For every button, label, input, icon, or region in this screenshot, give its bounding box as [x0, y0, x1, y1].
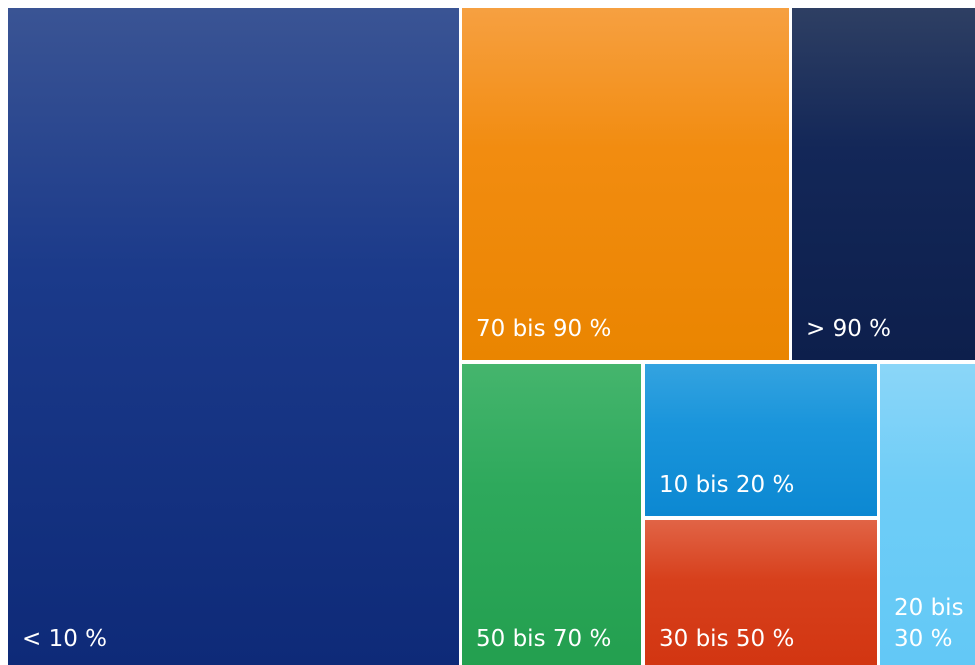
treemap-tile-5 — [645, 520, 877, 665]
treemap-tile-label: 10 bis 20 % — [659, 472, 794, 498]
treemap-labels: < 10 % 70 bis 90 % > 90 % 50 bis 70 % 10 bis… — [22, 316, 964, 652]
treemap-tile-label: < 10 % — [22, 626, 107, 652]
treemap-tile-label: > 90 % — [806, 316, 891, 342]
treemap-tile-label: 20 bis 30 % — [894, 595, 964, 652]
treemap-tile-0 — [8, 8, 459, 665]
treemap-tiles — [8, 8, 975, 665]
treemap-tile-2 — [792, 8, 975, 360]
treemap-tile-1 — [462, 8, 789, 360]
treemap-tile-6 — [880, 364, 975, 665]
treemap-tile-label: 70 bis 90 % — [476, 316, 611, 342]
treemap-tile-label: 50 bis 70 % — [476, 626, 611, 652]
treemap-tile-3 — [462, 364, 641, 665]
treemap-tile-label: 30 bis 50 % — [659, 626, 794, 652]
treemap-tile-4 — [645, 364, 877, 516]
